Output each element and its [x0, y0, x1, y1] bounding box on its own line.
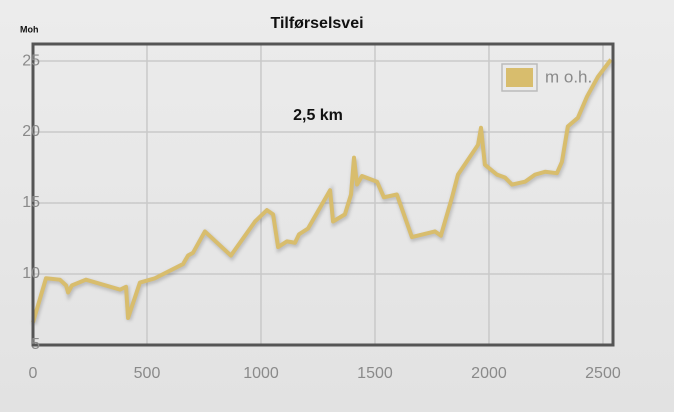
- annotation: 2,5 km: [293, 107, 343, 124]
- x-tick-label: 1000: [243, 365, 279, 382]
- legend-frame: [501, 63, 538, 92]
- chart-title: Tilførselsvei: [270, 15, 363, 32]
- plot: [31, 58, 614, 325]
- x-tick-label: 2500: [585, 365, 621, 382]
- data-line: [31, 58, 613, 323]
- y-tick-label: 5: [31, 336, 40, 353]
- y-tick-label: 20: [22, 123, 40, 140]
- x-tick-label: 500: [134, 365, 161, 382]
- x-tick-label: 2000: [471, 365, 507, 382]
- plot-frame: [31, 42, 615, 347]
- y-tick-label: 15: [22, 194, 40, 211]
- x-tick-label: 1500: [357, 365, 393, 382]
- y-tick-label: 25: [22, 52, 40, 69]
- legend: m o.h.: [501, 63, 592, 92]
- x-tick-label: 0: [29, 365, 38, 382]
- y-axis-label: Moh: [20, 24, 39, 34]
- legend-swatch: [506, 68, 533, 87]
- y-tick-label: 10: [22, 265, 40, 282]
- legend-label: m o.h.: [545, 67, 592, 86]
